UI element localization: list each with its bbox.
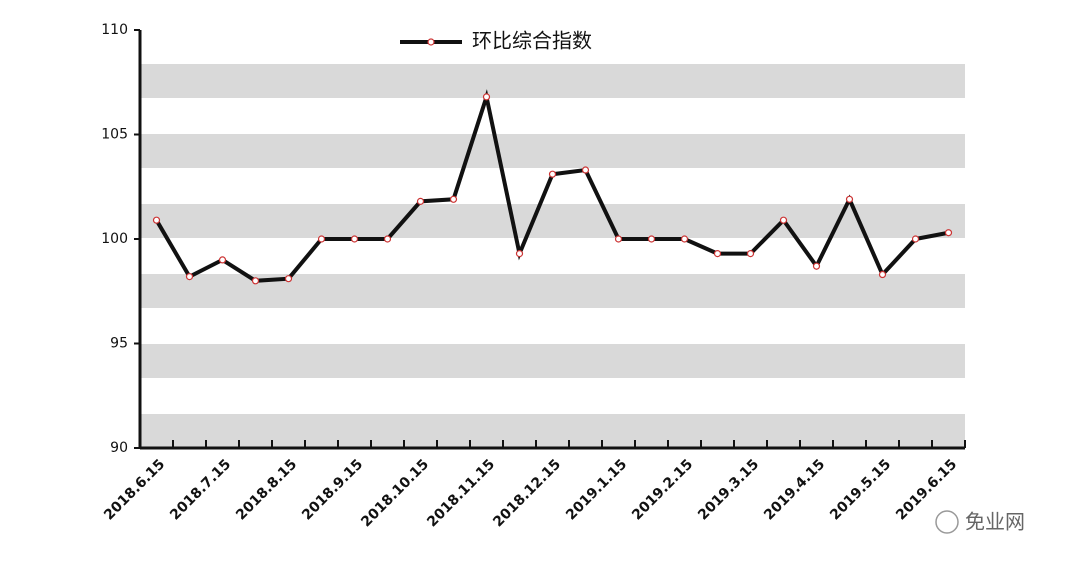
watermark: 免业网: [965, 510, 1025, 534]
x-tick-label: 2019.5.15: [827, 456, 894, 523]
grid-band: [140, 134, 965, 168]
data-point: [878, 270, 887, 279]
data-point: [548, 170, 557, 178]
grid-band: [140, 64, 965, 98]
data-point: [779, 216, 788, 224]
series-line: [154, 89, 949, 283]
data-point: [911, 235, 920, 243]
watermark-icon: [935, 510, 959, 534]
x-tick-label: 2019.3.15: [695, 456, 762, 523]
data-point: [812, 262, 821, 270]
y-tick-label: 105: [101, 127, 128, 143]
x-tick-label: 2018.7.15: [167, 456, 234, 523]
y-tick-label: 95: [110, 336, 128, 352]
legend-label: 环比综合指数: [472, 29, 592, 53]
legend-marker: [427, 38, 435, 46]
y-tick-label: 100: [101, 231, 128, 247]
data-point: [482, 93, 491, 101]
x-tick-label: 2019.1.15: [563, 456, 630, 523]
data-point: [581, 166, 590, 174]
data-point: [383, 235, 392, 243]
data-point: [317, 235, 326, 243]
data-point: [251, 277, 260, 285]
x-tick-label: 2018.11.15: [424, 456, 498, 530]
data-point: [350, 235, 359, 243]
data-point: [746, 250, 755, 258]
data-point: [152, 216, 161, 224]
grid-band: [140, 414, 965, 448]
data-point: [218, 256, 227, 264]
background-bands: [140, 64, 965, 448]
x-tick-label: 2019.2.15: [629, 456, 696, 523]
data-point: [845, 195, 854, 203]
data-point: [614, 235, 623, 243]
y-tick-label: 110: [101, 22, 128, 38]
x-tick-label: 2018.12.15: [490, 456, 564, 530]
data-point: [416, 197, 425, 205]
y-tick-label: 90: [110, 440, 128, 456]
data-point: [185, 273, 194, 281]
data-point: [713, 250, 722, 258]
data-point: [284, 275, 293, 283]
x-tick-label: 2018.10.15: [358, 456, 432, 530]
data-point: [680, 235, 689, 243]
x-tick-label: 2019.4.15: [761, 456, 828, 523]
x-tick-label: 2018.9.15: [299, 456, 366, 523]
x-tick-label: 2018.6.15: [101, 456, 168, 523]
x-tick-label: 2018.8.15: [233, 456, 300, 523]
grid-band: [140, 204, 965, 238]
data-point: [944, 229, 953, 237]
data-point: [449, 195, 458, 203]
data-point: [647, 235, 656, 243]
grid-band: [140, 344, 965, 378]
data-point: [515, 250, 524, 258]
x-tick-label: 2019.6.15: [893, 456, 960, 523]
